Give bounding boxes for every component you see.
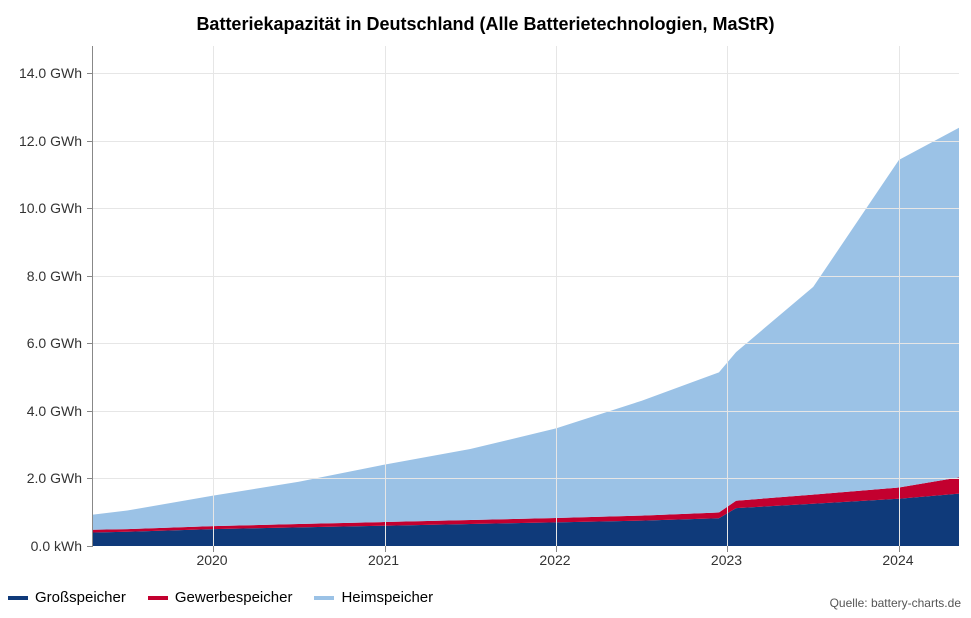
grid-line-h [93, 208, 959, 209]
area-series-2 [93, 128, 959, 530]
y-tick-mark [87, 478, 93, 479]
y-tick-mark [87, 208, 93, 209]
y-tick-label: 4.0 GWh [2, 403, 82, 419]
grid-line-v [385, 46, 386, 546]
x-tick-label: 2023 [711, 552, 742, 568]
grid-line-v [727, 46, 728, 546]
area-svg [93, 46, 959, 546]
y-tick-mark [87, 343, 93, 344]
grid-line-h [93, 141, 959, 142]
legend-swatch [314, 596, 334, 600]
grid-line-h [93, 343, 959, 344]
x-tick-label: 2022 [539, 552, 570, 568]
y-tick-mark [87, 411, 93, 412]
y-tick-mark [87, 73, 93, 74]
source-attribution: Quelle: battery-charts.de [830, 596, 961, 610]
x-tick-label: 2021 [368, 552, 399, 568]
grid-line-v [213, 46, 214, 546]
y-tick-label: 2.0 GWh [2, 470, 82, 486]
chart-area: 0.0 kWh2.0 GWh4.0 GWh6.0 GWh8.0 GWh10.0 … [92, 46, 958, 546]
grid-line-v [899, 46, 900, 546]
y-tick-label: 10.0 GWh [2, 200, 82, 216]
y-tick-label: 6.0 GWh [2, 335, 82, 351]
chart-title: Batteriekapazität in Deutschland (Alle B… [0, 0, 971, 35]
y-tick-label: 14.0 GWh [2, 65, 82, 81]
legend-swatch [148, 596, 168, 600]
y-tick-label: 8.0 GWh [2, 268, 82, 284]
legend-label: Großspeicher [35, 589, 126, 606]
legend-label: Gewerbespeicher [175, 589, 293, 606]
plot [92, 46, 958, 546]
grid-line-h [93, 478, 959, 479]
y-tick-mark [87, 276, 93, 277]
legend-item[interactable]: Großspeicher [8, 589, 126, 606]
y-tick-mark [87, 141, 93, 142]
x-tick-label: 2020 [196, 552, 227, 568]
x-tick-label: 2024 [882, 552, 913, 568]
y-tick-label: 12.0 GWh [2, 133, 82, 149]
grid-line-h [93, 411, 959, 412]
y-tick-mark [87, 546, 93, 547]
legend-item[interactable]: Gewerbespeicher [148, 589, 293, 606]
grid-line-v [556, 46, 557, 546]
legend: Großspeicher Gewerbespeicher Heimspeicher [8, 589, 433, 606]
grid-line-h [93, 276, 959, 277]
legend-swatch [8, 596, 28, 600]
y-tick-label: 0.0 kWh [2, 538, 82, 554]
legend-label: Heimspeicher [341, 589, 433, 606]
legend-item[interactable]: Heimspeicher [314, 589, 433, 606]
grid-line-h [93, 73, 959, 74]
